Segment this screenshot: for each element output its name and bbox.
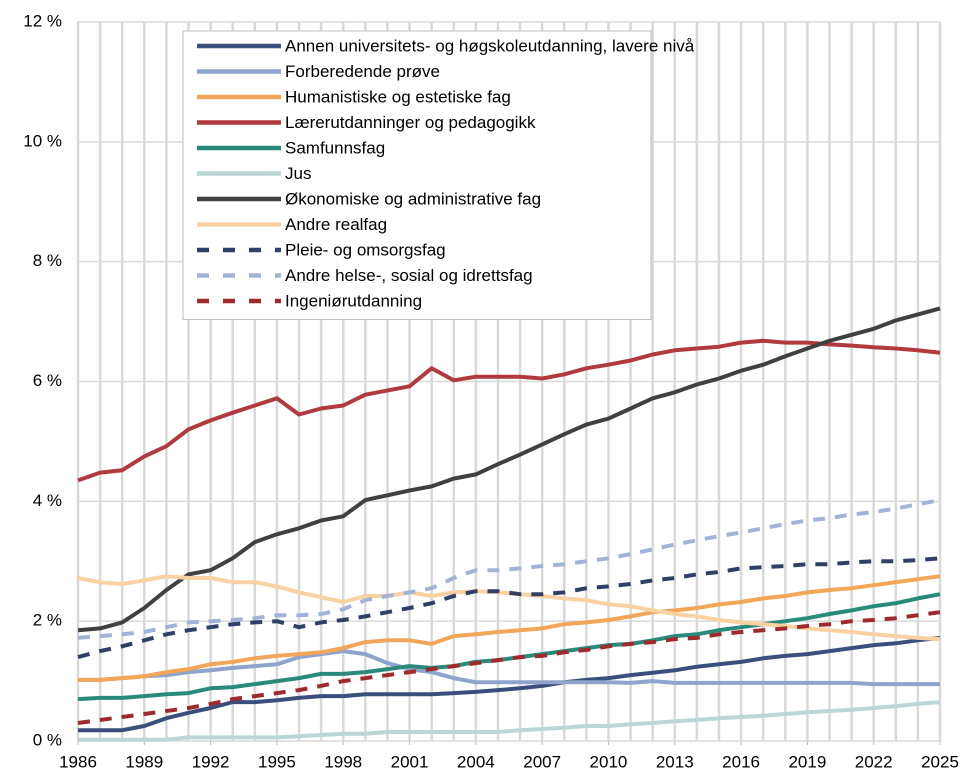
x-tick-label: 2007	[523, 752, 561, 771]
series-line	[78, 649, 940, 687]
series-line	[77, 592, 941, 702]
x-tick-label: 2025	[921, 752, 959, 771]
x-tick-label: 2016	[722, 752, 760, 771]
legend-label: Lærerutdanninger og pedagogikk	[285, 113, 536, 132]
x-tick-label: 1998	[324, 752, 362, 771]
x-tick-label: 1989	[125, 752, 163, 771]
series-line	[78, 574, 941, 682]
y-tick-label: 6 %	[33, 371, 62, 390]
legend-label: Humanistiske og estetiske fag	[285, 87, 511, 106]
legend-label: Jus	[285, 164, 311, 183]
legend-label: Andre realfag	[285, 215, 387, 234]
series-line	[77, 574, 941, 642]
x-tick-label: 2022	[855, 752, 893, 771]
x-tick-label: 2004	[457, 752, 495, 771]
legend-label: Pleie- og omsorgsfag	[285, 240, 446, 259]
legend-label: Samfunnsfag	[285, 138, 385, 157]
x-tick-label: 2019	[788, 752, 826, 771]
y-tick-label: 10 %	[23, 131, 62, 150]
series-line	[77, 338, 941, 483]
x-tick-label: 2010	[590, 752, 628, 771]
x-tick-label: 1992	[192, 752, 230, 771]
legend-label: Andre helse-, sosial og idrettsfag	[285, 266, 533, 285]
y-tick-label: 12 %	[23, 11, 62, 30]
series-line	[77, 498, 941, 640]
y-tick-label: 4 %	[33, 491, 62, 510]
x-tick-label: 2001	[391, 752, 429, 771]
x-tick-label: 1986	[59, 752, 97, 771]
legend-label: Annen universitets- og høgskoleutdanning…	[285, 36, 695, 55]
legend: Annen universitets- og høgskoleutdanning…	[182, 30, 695, 320]
legend-label: Forberedende prøve	[285, 62, 440, 81]
legend-label: Økonomiske og administrative fag	[285, 189, 541, 208]
series-line	[77, 556, 941, 660]
x-tick-label: 1995	[258, 752, 296, 771]
y-tick-label: 2 %	[33, 611, 62, 630]
series-line	[77, 306, 941, 633]
series-line	[78, 635, 941, 733]
y-tick-label: 0 %	[33, 730, 62, 749]
x-tick-label: 2013	[656, 752, 694, 771]
y-tick-label: 8 %	[33, 251, 62, 270]
series-line	[78, 700, 941, 742]
legend-label: Ingeniørutdanning	[285, 291, 422, 310]
